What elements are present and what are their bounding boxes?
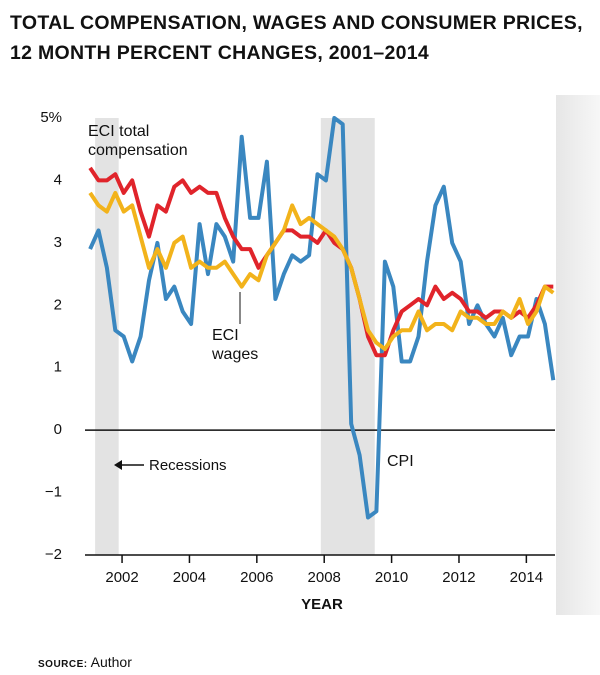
series-label: ECI wages (212, 327, 259, 363)
x-tick-label: 2014 (510, 569, 543, 586)
x-tick-label: 2004 (173, 569, 206, 586)
x-tick-label: 2002 (105, 569, 138, 586)
y-tick-label: 2 (54, 296, 62, 313)
chart-title: TOTAL COMPENSATION, WAGES AND CONSUMER P… (10, 12, 583, 64)
arrow-head (114, 460, 122, 470)
y-tick-label: 4 (54, 171, 62, 188)
series-line (88, 166, 554, 358)
series-line (88, 116, 556, 520)
x-tick-label: 2006 (240, 569, 273, 586)
source-text: Author (90, 654, 132, 670)
x-axis-label: YEAR (301, 596, 343, 613)
y-tick-label: −2 (45, 546, 62, 563)
source: SOURCE: Author (38, 654, 132, 670)
series-label: ECI total compensation (88, 123, 188, 159)
y-tick-label: 3 (54, 234, 62, 251)
side-panel (556, 95, 600, 615)
series-line (88, 190, 555, 351)
y-tick-label: 5% (40, 109, 62, 126)
source-label: SOURCE: (38, 659, 88, 670)
recession-label: Recessions (149, 457, 227, 474)
x-tick-label: 2008 (308, 569, 341, 586)
x-tick-label: 2010 (375, 569, 408, 586)
y-tick-label: 1 (54, 359, 62, 376)
series-label: CPI (387, 453, 414, 470)
y-tick-label: 0 (54, 421, 62, 438)
recession-band (95, 118, 119, 555)
y-tick-label: −1 (45, 484, 62, 501)
x-tick-label: 2012 (442, 569, 475, 586)
